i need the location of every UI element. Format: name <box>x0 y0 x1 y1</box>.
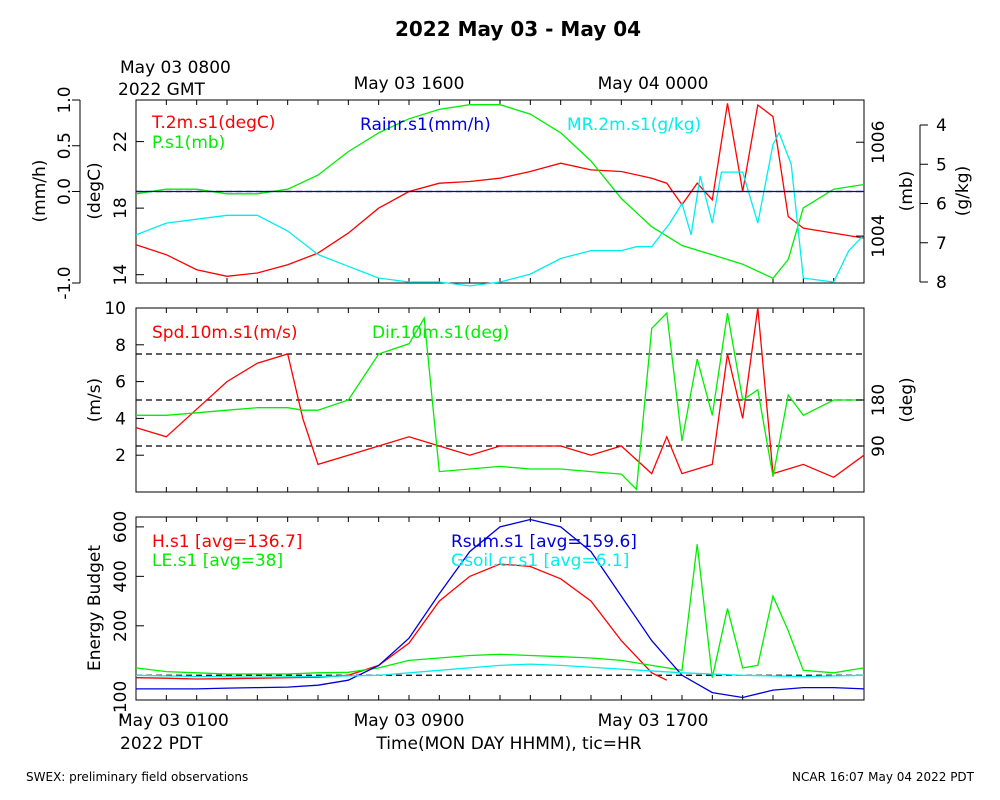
footer-right: NCAR 16:07 May 04 2022 PDT <box>792 770 975 784</box>
direction-axis-title: (deg) <box>897 377 917 422</box>
footer-left: SWEX: preliminary field observations <box>26 770 248 784</box>
speed-axis-tick-label: 8 <box>115 336 126 356</box>
pdt-time-label-line2: 2022 PDT <box>120 734 203 754</box>
speed-axis-tick-label: 10 <box>104 299 126 319</box>
bottom-panel-ticks <box>135 517 865 700</box>
mixing-ratio-line <box>135 131 865 287</box>
temp-axis-tick-label: 18 <box>111 197 131 219</box>
top-panel-ticks <box>135 100 865 283</box>
legend-mixing-ratio: MR.2m.s1(g/kg) <box>567 115 701 135</box>
top-panel-series <box>135 103 865 287</box>
x-axis-title: Time(MON DAY HHMM), tic=HR <box>375 734 641 754</box>
rain-axis-tick-label: 0.0 <box>55 178 75 205</box>
legend-rain-rate: Rainr.s1(mm/h) <box>360 115 491 135</box>
pressure-axis-title: (mb) <box>897 171 917 212</box>
bottom-panel-series <box>135 518 865 699</box>
soil-heat-flux-line <box>135 663 865 678</box>
energy-axis-tick-label: 600 <box>111 511 131 543</box>
bottom-panel-axis-labels: -100 200 400 600 Energy Budget <box>85 511 144 720</box>
temp-axis-tick-label: 14 <box>111 264 131 286</box>
gmt-time-label-line1: May 03 0800 <box>120 58 231 78</box>
pdt-time-label-right: May 03 1700 <box>598 711 709 731</box>
legend-pressure: P.s1(mb) <box>152 133 225 153</box>
top-panel: -1.0 0.0 0.5 1.0 (mm/h) 14 18 22 (degC) 1004 1006 (… <box>30 86 973 299</box>
pdt-time-label-mid: May 03 0900 <box>354 711 465 731</box>
legend-temperature: T.2m.s1(degC) <box>151 113 275 133</box>
speed-axis-tick-label: 6 <box>115 373 126 393</box>
mr-axis-tick-label: 4 <box>936 116 947 136</box>
mr-axis-tick-label: 7 <box>936 234 947 254</box>
pressure-axis-tick-label: 1004 <box>869 214 889 257</box>
middle-panel-ticks <box>135 308 865 492</box>
mr-axis-tick-label: 8 <box>936 273 947 293</box>
bottom-panel: -100 200 400 600 Energy Budget H.s1 [avg=136… <box>85 511 865 720</box>
rain-axis-tick-label: 0.5 <box>55 132 75 159</box>
gmt-time-label-line2: 2022 GMT <box>118 80 206 100</box>
energy-axis-title: Energy Budget <box>85 545 105 671</box>
latent-heat-line <box>135 544 865 678</box>
mr-axis-title: (g/kg) <box>953 166 973 216</box>
mr-axis-tick-label: 6 <box>936 195 947 215</box>
legend-soil-heat-flux: Gsoil.cr.s1 [avg=6.1] <box>451 551 629 571</box>
speed-axis-tick-label: 2 <box>115 446 126 466</box>
energy-axis-tick-label: -100 <box>111 681 131 720</box>
middle-panel: 2 4 6 8 10 (m/s) 90 180 (deg) Spd.10m.s1(m/s) Di… <box>85 299 917 493</box>
temperature-line <box>135 103 865 277</box>
legend-net-radiation: Rsum.s1 [avg=159.6] <box>451 532 637 552</box>
temp-axis-tick-label: 22 <box>111 131 131 153</box>
middle-panel-axis-labels: 2 4 6 8 10 (m/s) 90 180 (deg) <box>85 299 917 466</box>
legend-sensible-heat: H.s1 [avg=136.7] <box>152 532 302 552</box>
gmt-time-label-right: May 04 0000 <box>598 74 709 94</box>
pressure-axis-tick-label: 1006 <box>869 121 889 164</box>
rain-axis-title: (mm/h) <box>30 160 50 223</box>
legend-wind-speed: Spd.10m.s1(m/s) <box>152 323 297 343</box>
rain-axis-tick-label: -1.0 <box>55 266 75 299</box>
top-panel-axis-labels: -1.0 0.0 0.5 1.0 (mm/h) 14 18 22 (degC) 1004 1006 (… <box>30 86 973 299</box>
temp-axis-title: (degC) <box>85 162 105 219</box>
speed-axis-tick-label: 4 <box>115 409 126 429</box>
legend-latent-heat: LE.s1 [avg=38] <box>152 551 283 571</box>
wind-direction-line <box>136 311 864 491</box>
mr-axis-tick-label: 5 <box>936 155 947 175</box>
direction-axis-tick-label: 90 <box>869 435 889 457</box>
sensible-heat-line <box>135 563 668 681</box>
figure-title: 2022 May 03 - May 04 <box>395 17 641 41</box>
gmt-time-label-mid: May 03 1600 <box>354 74 465 94</box>
energy-axis-tick-label: 200 <box>111 610 131 642</box>
net-radiation-line <box>136 518 865 699</box>
energy-axis-tick-label: 400 <box>111 560 131 592</box>
pressure-line <box>135 104 865 280</box>
direction-axis-tick-label: 180 <box>869 384 889 416</box>
rain-axis-tick-label: 1.0 <box>55 86 75 113</box>
speed-axis-title: (m/s) <box>85 378 105 422</box>
middle-panel-series <box>135 307 865 491</box>
legend-wind-direction: Dir.10m.s1(deg) <box>372 323 509 343</box>
wind-speed-line <box>135 307 865 479</box>
pdt-time-label-line1: May 03 0100 <box>118 711 229 731</box>
